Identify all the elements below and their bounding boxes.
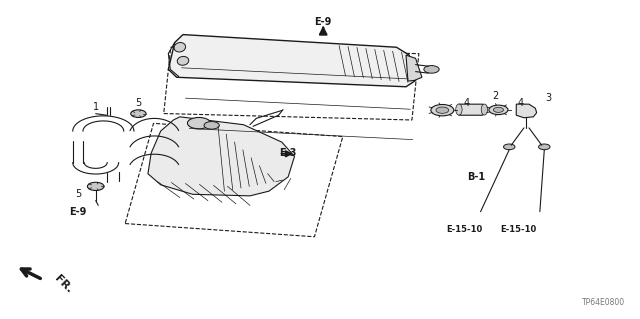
Circle shape (424, 66, 439, 73)
Text: 4: 4 (518, 98, 524, 108)
Polygon shape (148, 117, 294, 196)
Text: 4: 4 (463, 98, 470, 108)
Polygon shape (459, 104, 484, 115)
Circle shape (493, 107, 504, 112)
Circle shape (436, 107, 449, 113)
Circle shape (504, 144, 515, 150)
Circle shape (431, 105, 454, 116)
Text: 2: 2 (492, 91, 499, 101)
Ellipse shape (481, 104, 488, 115)
Text: B-1: B-1 (467, 172, 485, 182)
Circle shape (489, 105, 508, 115)
Circle shape (204, 122, 220, 129)
Text: 1: 1 (93, 102, 99, 112)
Polygon shape (516, 104, 537, 118)
Ellipse shape (177, 56, 189, 65)
Polygon shape (168, 34, 415, 87)
Ellipse shape (456, 104, 462, 115)
Text: 5: 5 (135, 98, 141, 108)
Text: E-9: E-9 (314, 17, 332, 27)
Ellipse shape (174, 42, 186, 52)
Text: TP64E0800: TP64E0800 (582, 298, 625, 307)
Text: E-15-10: E-15-10 (446, 225, 482, 234)
Circle shape (131, 110, 146, 117)
Text: E-3: E-3 (280, 148, 297, 158)
Circle shape (539, 144, 550, 150)
Text: E-9: E-9 (69, 207, 86, 217)
Circle shape (188, 117, 211, 129)
Text: 3: 3 (545, 93, 551, 103)
Text: 5: 5 (75, 189, 81, 199)
Circle shape (88, 182, 104, 190)
Text: E-15-10: E-15-10 (500, 225, 537, 234)
Polygon shape (406, 55, 422, 81)
Text: FR.: FR. (52, 273, 74, 294)
